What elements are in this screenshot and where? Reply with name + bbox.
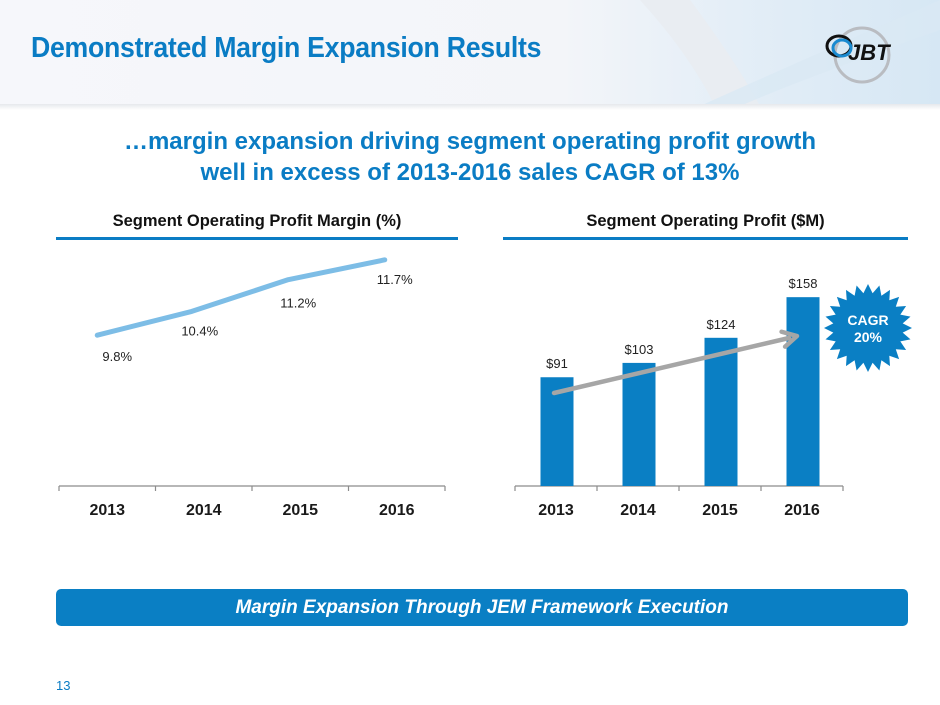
profit-bar xyxy=(622,362,656,486)
margin-line-series xyxy=(94,257,388,338)
profit-x-tick-label: 2013 xyxy=(538,502,574,519)
margin-data-label: 11.7% xyxy=(377,272,413,287)
subtitle-line-2: well in excess of 2013-2016 sales CAGR o… xyxy=(200,159,740,186)
margin-x-tick-label: 2013 xyxy=(89,502,125,519)
profit-data-label: $103 xyxy=(625,342,654,357)
header-band xyxy=(0,0,940,106)
cagr-value: 20% xyxy=(854,329,883,345)
profit-x-tick-label: 2016 xyxy=(784,502,820,519)
margin-x-tick-label: 2014 xyxy=(186,502,222,519)
trend-arrow-shaft xyxy=(551,335,792,396)
jbt-logo-icon: JBT xyxy=(825,26,891,84)
page-title: Demonstrated Margin Expansion Results xyxy=(31,32,542,64)
margin-data-label: 10.4% xyxy=(181,323,218,338)
page-number: 13 xyxy=(56,678,71,693)
margin-x-tick-label: 2015 xyxy=(282,502,318,519)
logo-text: JBT xyxy=(848,40,891,65)
profit-chart-title: Segment Operating Profit ($M) xyxy=(586,212,825,230)
margin-chart-title: Segment Operating Profit Margin (%) xyxy=(112,212,402,230)
profit-data-label: $158 xyxy=(789,276,818,291)
margin-data-label: 9.8% xyxy=(102,349,132,364)
profit-chart-title-underline xyxy=(503,237,908,240)
header-swoosh-decoration xyxy=(640,0,940,106)
profit-bar xyxy=(704,337,738,486)
margin-x-tick-label: 2016 xyxy=(379,502,415,519)
margin-data-label: 11.2% xyxy=(280,296,316,311)
profit-x-tick-label: 2015 xyxy=(702,502,738,519)
trend-arrow-head xyxy=(779,329,800,349)
margin-chart-title-underline xyxy=(56,237,458,240)
profit-bar xyxy=(540,377,574,486)
profit-data-label: $124 xyxy=(707,317,736,332)
cagr-starburst-icon xyxy=(824,284,912,372)
profit-data-label: $91 xyxy=(546,356,568,371)
framework-banner: Margin Expansion Through JEM Framework E… xyxy=(56,589,908,626)
profit-bar xyxy=(786,297,820,486)
profit-x-tick-label: 2014 xyxy=(620,502,656,519)
header-divider xyxy=(0,104,940,110)
subtitle-line-1: …margin expansion driving segment operat… xyxy=(123,128,817,155)
cagr-label: CAGR xyxy=(847,312,888,328)
